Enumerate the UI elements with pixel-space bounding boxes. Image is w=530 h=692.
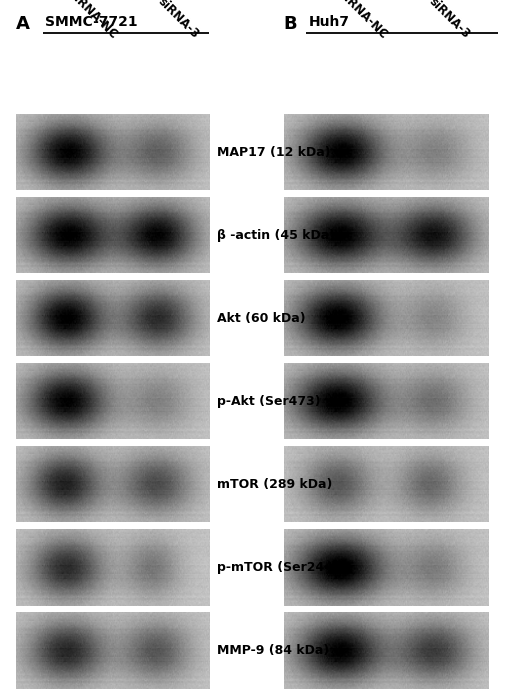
Text: B: B — [284, 15, 297, 33]
Text: Huh7: Huh7 — [308, 15, 349, 29]
Text: mTOR (289 kDa): mTOR (289 kDa) — [217, 478, 333, 491]
Text: siRNA-NC: siRNA-NC — [337, 0, 390, 42]
Text: siRNA-NC: siRNA-NC — [66, 0, 120, 42]
Text: A: A — [16, 15, 30, 33]
Text: MAP17 (12 kDa): MAP17 (12 kDa) — [217, 146, 331, 158]
Text: siRNA-3: siRNA-3 — [155, 0, 201, 42]
Text: β -actin (45 kDa): β -actin (45 kDa) — [217, 229, 335, 242]
Text: SMMC-7721: SMMC-7721 — [45, 15, 138, 29]
Text: MMP-9 (84 kDa): MMP-9 (84 kDa) — [217, 644, 330, 657]
Text: siRNA-3: siRNA-3 — [426, 0, 473, 42]
Text: p-Akt (Ser473): p-Akt (Ser473) — [217, 395, 321, 408]
Text: Akt (60 kDa): Akt (60 kDa) — [217, 312, 306, 325]
Text: p-mTOR (Ser2448): p-mTOR (Ser2448) — [217, 561, 348, 574]
